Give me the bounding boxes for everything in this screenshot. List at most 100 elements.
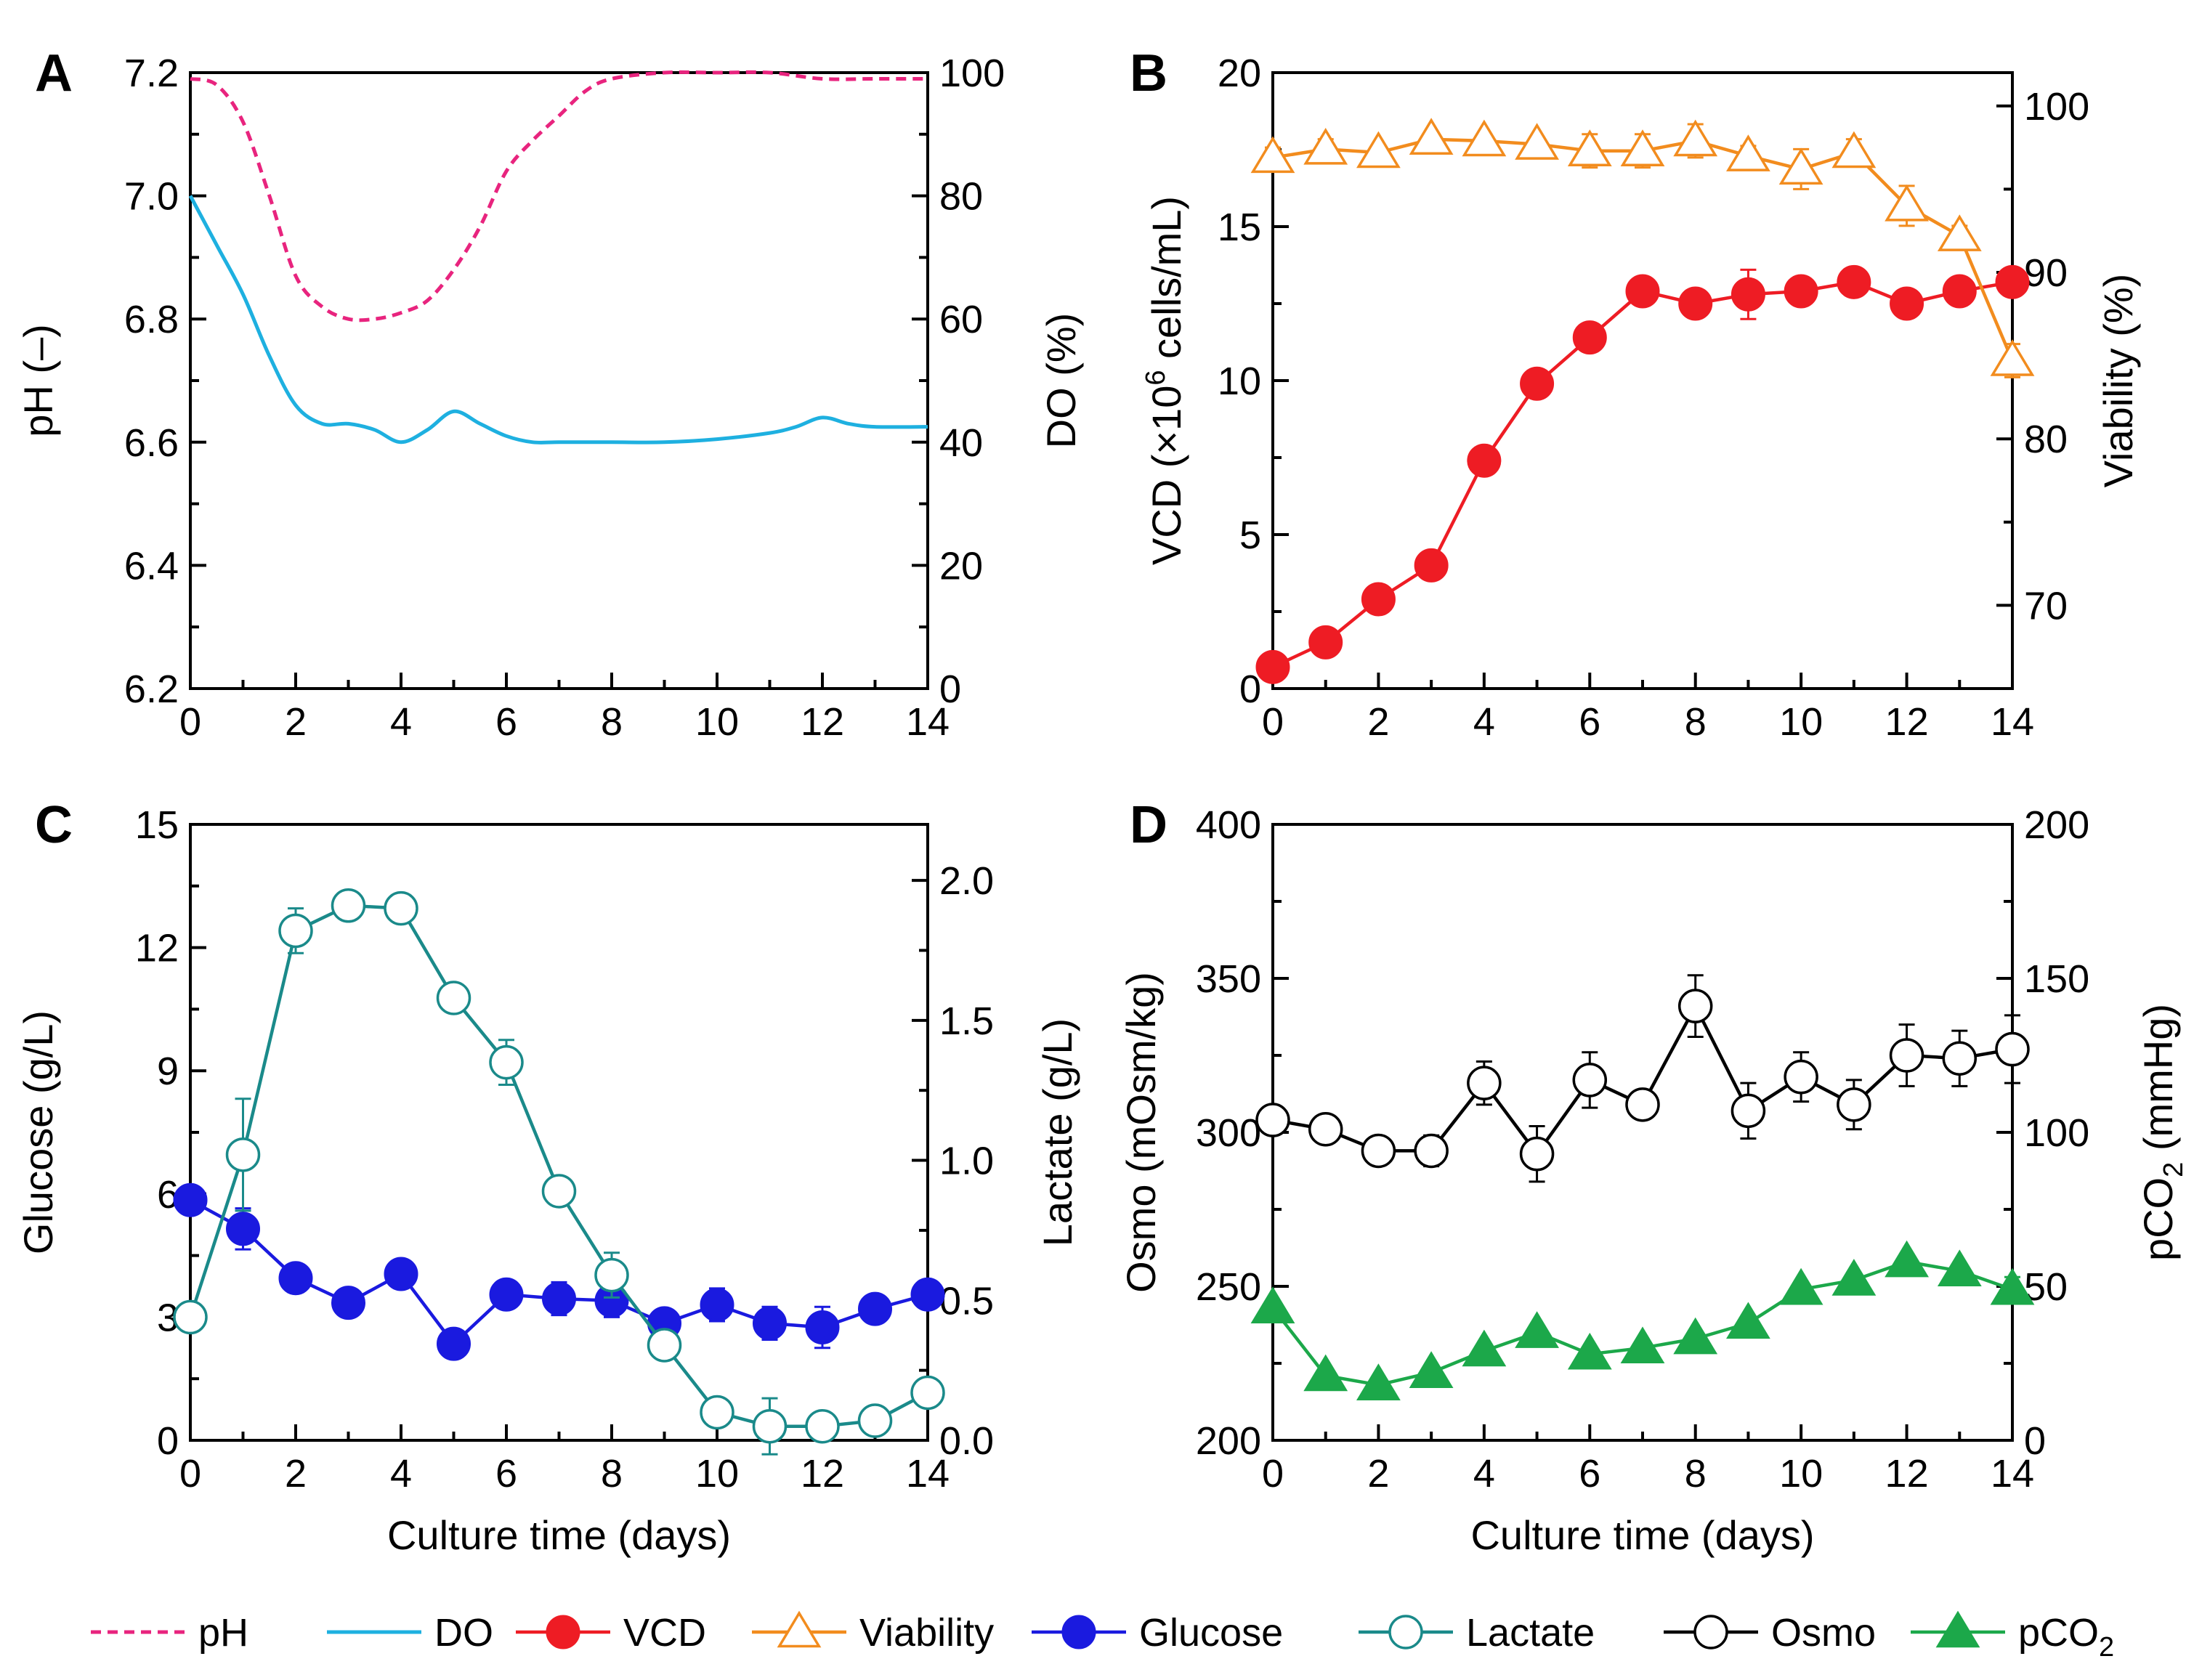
data-point: [489, 1277, 524, 1312]
data-point: [752, 1408, 788, 1444]
y-axis-title: Osmo (mOsm/kg): [1118, 972, 1164, 1293]
panel-d: 0 2 4 6 8 10 12 14200250300350400050100150200DO…: [1118, 796, 2189, 1558]
x-tick-label: 6: [495, 1452, 517, 1496]
data-point: [437, 1326, 471, 1361]
data-point: [1303, 1354, 1348, 1392]
y-axis-title: VCD (×106 cells/mL): [1141, 196, 1189, 565]
x-tick-label: 2: [285, 700, 307, 744]
data-point: [1673, 119, 1718, 157]
data-point: [1462, 1329, 1507, 1367]
y2-tick-label: 1.0: [939, 1140, 994, 1183]
data-point: [1520, 366, 1555, 401]
x-axis-title: Culture time (days): [1470, 1512, 1814, 1558]
y2-tick-label: 100: [939, 52, 1005, 95]
y2-tick-label: 2.0: [939, 859, 994, 903]
x-tick-label: 0: [1262, 700, 1284, 744]
y-axis-title: Glucose (g/L): [15, 1010, 61, 1254]
data-point: [1467, 443, 1502, 478]
x-tick-label: 10: [695, 1452, 739, 1496]
data-point: [1361, 1133, 1396, 1169]
series-osmo: [1255, 974, 2030, 1183]
legend: pH DO VCD Viability Glucose Lactate Osmo pCO2: [91, 1610, 2114, 1663]
data-point: [1515, 1311, 1559, 1348]
y-tick-label: 15: [1218, 206, 1261, 249]
data-point: [384, 1257, 418, 1291]
x-tick-label: 8: [601, 700, 623, 744]
panel-label: C: [35, 796, 73, 854]
data-point: [1625, 1087, 1660, 1122]
y2-tick-label: 200: [2024, 803, 2089, 847]
data-point: [489, 1044, 524, 1080]
series-line: [1272, 137, 2015, 362]
data-point: [1990, 1267, 2035, 1305]
x-tick-label: 8: [1685, 1452, 1707, 1496]
y-tick-label: 6.4: [124, 544, 179, 588]
data-point: [857, 1403, 893, 1438]
data-point: [1414, 548, 1449, 583]
x-tick-label: 10: [1779, 1452, 1823, 1496]
y-tick-label: 9: [157, 1050, 179, 1093]
y2-tick-label: 0: [2024, 1419, 2046, 1463]
legend-label: Viability: [859, 1611, 994, 1655]
y2-axis-title: Lactate (g/L): [1035, 1018, 1080, 1246]
x-tick-label: 6: [495, 700, 517, 744]
data-point: [1778, 1267, 1823, 1305]
legend-item-lactate: Lactate: [1359, 1611, 1595, 1655]
legend-marker: [546, 1615, 580, 1649]
y-tick-label: 200: [1196, 1419, 1261, 1463]
legend-item-viability: Viability: [752, 1610, 994, 1655]
x-tick-label: 6: [1579, 1452, 1600, 1496]
data-point: [1414, 1133, 1449, 1169]
y2-tick-label: 0.0: [939, 1419, 994, 1463]
legend-label: Osmo: [1771, 1611, 1876, 1655]
series-lactate: [173, 888, 945, 1456]
legend-marker: [1693, 1615, 1728, 1649]
legend-label: pH: [198, 1611, 248, 1655]
y2-tick-label: 20: [939, 544, 983, 588]
data-point: [753, 1306, 787, 1341]
y-tick-label: 250: [1196, 1265, 1261, 1309]
legend-marker: [1935, 1610, 1980, 1648]
data-point: [1937, 1249, 1982, 1287]
data-point: [1250, 136, 1295, 174]
data-point: [1467, 1066, 1502, 1100]
data-point: [278, 1261, 313, 1296]
legend-item-vcd: VCD: [516, 1611, 706, 1655]
data-point: [858, 1291, 892, 1326]
data-point: [1620, 1326, 1665, 1364]
data-point: [1625, 274, 1660, 309]
series-line: [188, 195, 928, 445]
y-axis-title: pH (–): [15, 324, 61, 437]
y-tick-label: 15: [135, 803, 179, 847]
x-tick-label: 2: [1367, 1452, 1389, 1496]
panel-label: B: [1130, 44, 1167, 102]
y-tick-label: 5: [1239, 514, 1261, 557]
x-tick-label: 0: [179, 700, 201, 744]
y2-tick-label: 80: [939, 175, 983, 219]
x-tick-label: 4: [390, 700, 412, 744]
legend-label: Lactate: [1466, 1611, 1595, 1655]
data-point: [1730, 1093, 1766, 1129]
data-point: [1678, 286, 1713, 321]
x-tick-label: 8: [601, 1452, 623, 1496]
plot-frame: [189, 71, 929, 690]
x-tick-label: 4: [1473, 1452, 1495, 1496]
data-point: [647, 1328, 682, 1363]
x-tick-label: 0: [179, 1452, 201, 1496]
y-tick-label: 350: [1196, 957, 1261, 1001]
panel-a: 0 2 4 6 8 10 12 14 6.2 6.4 6.6 6.8 7.0 7.2 0 20 40 60 80 10…: [15, 44, 1084, 744]
x-tick-label: 6: [1579, 700, 1600, 744]
y2-tick-label: 60: [939, 298, 983, 341]
y-tick-label: 6.2: [124, 667, 179, 711]
data-point: [225, 1137, 261, 1172]
y2-tick-label: 0: [939, 667, 961, 711]
legend-item-glucose: Glucose: [1032, 1611, 1283, 1655]
data-point: [1890, 286, 1924, 321]
data-point: [1303, 127, 1348, 165]
data-point: [1942, 1041, 1978, 1076]
data-point: [1889, 1038, 1924, 1073]
data-point: [1255, 1103, 1290, 1137]
data-point: [1726, 134, 1770, 171]
y2-tick-label: 80: [2024, 418, 2068, 461]
